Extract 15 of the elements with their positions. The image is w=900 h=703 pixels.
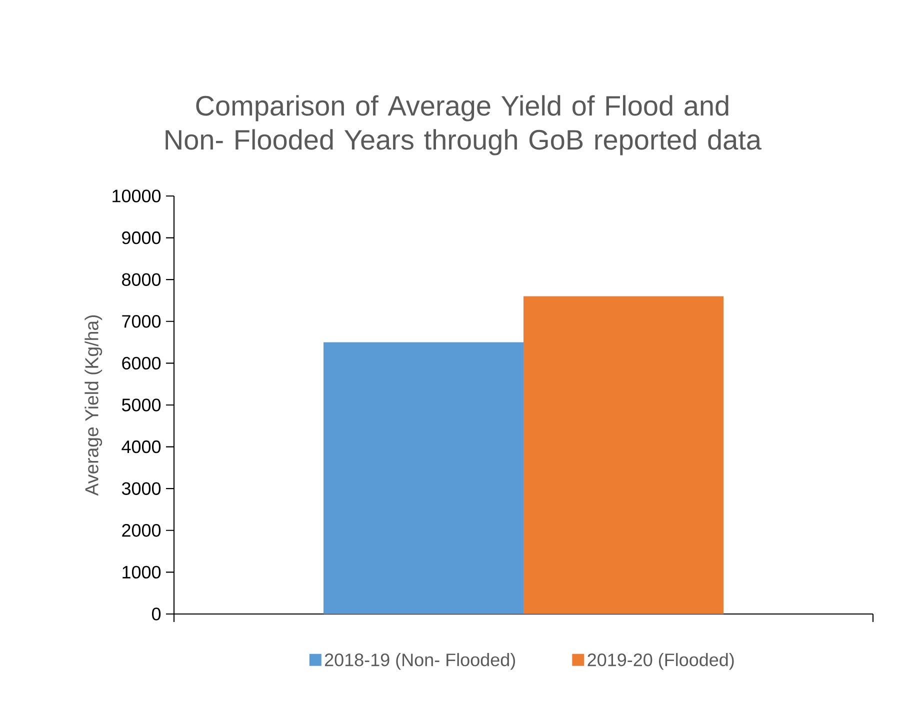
y-tick-label: 3000	[122, 482, 161, 495]
y-tick-label: 2000	[122, 524, 161, 537]
y-tick-label: 10000	[112, 190, 161, 202]
y-tick-label: 7000	[122, 315, 161, 328]
y-tick-label: 1000	[122, 566, 161, 579]
y-axis-title: Average Yield (Kg/ha)	[84, 315, 102, 496]
y-tick-label: 8000	[122, 273, 161, 286]
y-tick-label: 4000	[122, 440, 161, 454]
y-tick-label: 9000	[122, 231, 161, 244]
legend-label: 2018-19 (Non- Flooded)	[324, 653, 515, 670]
chart-title: Comparison of Average Yield of Flood and Non- Flooded Years through GoB reported data	[166, 95, 762, 156]
legend-label: 2019-20 (Flooded)	[588, 653, 734, 670]
y-tick-label: 0	[152, 608, 161, 620]
y-tick-label: 5000	[122, 398, 161, 412]
y-tick-label: 6000	[122, 356, 161, 370]
